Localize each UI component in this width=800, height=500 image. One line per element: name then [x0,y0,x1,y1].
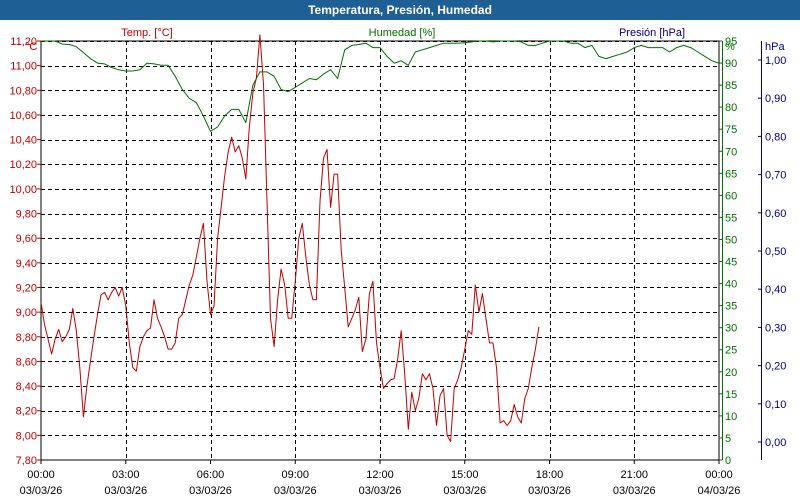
x-axis-time-label: 00:00 [705,469,733,481]
left-axis-tick-label: 8,20 [16,406,37,418]
humidity-axis-tick-label: 20 [725,367,737,379]
pressure-axis-title: Presión [hPa] [619,27,685,39]
left-axis-tick-label: 11,20 [10,36,37,48]
left-axis-title: Temp. [°C] [121,27,172,39]
humidity-axis-tick-label: 25 [725,345,737,357]
x-axis-time-label: 18:00 [536,469,564,481]
humidity-axis-tick-label: 30 [725,323,737,335]
pressure-axis-unit: hPa [765,41,785,53]
pressure-axis-tick-label: 1,00 [765,55,786,67]
left-axis-tick-label: 11,00 [10,61,37,73]
x-axis-time-label: 06:00 [197,469,225,481]
plot-frame [40,40,720,461]
humidity-axis-tick-label: 55 [725,212,737,224]
x-axis-time-label: 03:00 [112,469,140,481]
pressure-axis-tick-label: 0,50 [765,246,786,258]
humidity-axis-tick-label: 50 [725,234,737,246]
chart-area: °C 7,80 8,00 8,20 8,40 8,60 8,80 9,00 9,20 9,40 9,… [0,20,800,500]
humidity-axis-tick-label: 45 [725,257,737,269]
humidity-axis-tick-label: 35 [725,301,737,313]
left-axis-tick-label: 10,00 [9,184,37,196]
left-axis-unit: °C [25,41,37,53]
left-axis-tick-label: 7,80 [16,455,37,467]
humidity-axis-tick-label: 65 [725,168,737,180]
left-axis-tick-label: 9,60 [16,233,37,245]
humidity-axis-tick-label: 5 [725,433,731,445]
left-axis-tick-label: 10,20 [9,159,37,171]
humidity-axis-tick-label: 90 [725,58,737,70]
humidity-axis-unit: % [725,41,735,53]
x-axis-date-label: 03/03/26 [274,485,317,497]
left-axis-tick-label: 10,40 [9,135,37,147]
pressure-axis-tick-label: 0,80 [765,131,786,143]
x-axis-date-label: 04/03/26 [698,485,741,497]
humidity-axis-tick-label: 85 [725,80,737,92]
left-axis-tick-label: 10,80 [9,85,37,97]
x-axis-time-label: 00:00 [27,469,55,481]
pressure-axis-tick-label: 0,30 [765,322,786,334]
temperature-series-line [40,34,540,442]
left-axis-tick-label: 10,60 [9,110,37,122]
left-axis-tick-label: 9,20 [16,282,37,294]
humidity-series-line [41,40,720,132]
humidity-axis-tick-label: 0 [725,455,731,467]
x-axis-date-label: 03/03/26 [613,485,656,497]
left-axis-tick-label: 9,40 [16,258,37,270]
humidity-axis-tick-label: 95 [725,36,737,48]
humidity-axis-tick-label: 80 [725,102,737,114]
left-axis-tick-label: 9,80 [16,209,37,221]
humidity-axis-tick-label: 60 [725,190,737,202]
x-axis-date-label: 03/03/26 [104,485,147,497]
humidity-axis-title: Humedad [%] [369,27,436,39]
pressure-axis-tick-label: 0,60 [765,208,786,220]
left-axis-tick-label: 8,80 [16,332,37,344]
left-axis-tick-label: 8,40 [16,381,37,393]
humidity-axis-tick-label: 40 [725,279,737,291]
humidity-axis-tick-label: 15 [725,389,737,401]
left-axis-tick-label: 8,00 [16,430,37,442]
left-axis-tick-label: 9,00 [16,307,37,319]
pressure-axis-tick-label: 0,90 [765,93,786,105]
x-axis-time-label: 15:00 [451,469,479,481]
x-axis-time-label: 21:00 [620,469,648,481]
pressure-axis-tick-label: 0,10 [765,399,786,411]
pressure-axis-tick-label: 0,20 [765,361,786,373]
humidity-axis-tick-label: 70 [725,146,737,158]
x-axis-time-label: 12:00 [366,469,394,481]
x-axis-date-label: 03/03/26 [20,485,63,497]
x-axis-time-label: 09:00 [281,469,309,481]
x-axis-date-label: 03/03/26 [443,485,486,497]
x-axis-date-label: 03/03/26 [528,485,571,497]
pressure-axis-tick-label: 0,70 [765,170,786,182]
pressure-axis-tick-label: 0,40 [765,284,786,296]
x-axis-date-label: 03/03/26 [359,485,402,497]
pressure-axis-tick-label: 0,00 [765,437,786,449]
left-axis-tick-label: 8,60 [16,356,37,368]
humidity-axis-tick-label: 75 [725,124,737,136]
humidity-axis-tick-label: 10 [725,411,737,423]
chart-title: Temperatura, Presión, Humedad [0,0,800,20]
x-axis-date-label: 03/03/26 [189,485,232,497]
